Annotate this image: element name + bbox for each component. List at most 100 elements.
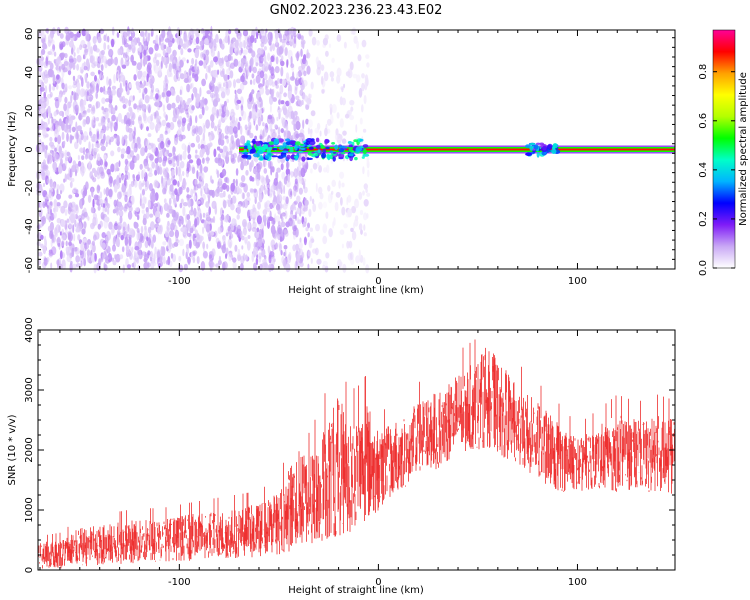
spectrogram-speckle [131, 141, 135, 150]
spectrogram-speckle [267, 52, 271, 62]
spectrogram-speckle [51, 183, 57, 190]
spectrogram-speckle [249, 175, 253, 182]
spectrogram-speckle [276, 78, 281, 85]
spectrogram-speckle [274, 123, 278, 129]
spectrogram-speckle [117, 112, 122, 123]
spectrogram-speckle [192, 72, 195, 79]
spectrogram-speckle [47, 51, 52, 55]
spectrogram-speckle [325, 123, 328, 132]
spectrogram-speckle [58, 225, 61, 233]
spectrogram-speckle [185, 251, 188, 259]
spectrogram-speckle [56, 26, 61, 37]
spectrogram-blob [353, 139, 358, 143]
spectrogram-speckle [322, 235, 328, 245]
spectrogram-speckle [271, 132, 277, 139]
spectrogram-speckle [360, 229, 363, 235]
spectrogram-speckle [52, 168, 57, 173]
spectrogram-speckle [128, 30, 131, 35]
spectrogram-speckle [310, 168, 313, 174]
spectrogram-speckle [178, 173, 183, 182]
spectrogram-speckle [256, 163, 261, 173]
spectrogram-blob [297, 150, 304, 153]
spectrogram-speckle [52, 161, 58, 171]
spectrogram-blob [338, 153, 345, 159]
spectrogram-speckle [103, 90, 108, 95]
spectrogram-speckle [308, 119, 313, 128]
spectrogram-blob [525, 152, 532, 157]
spectrogram-speckle [142, 196, 146, 206]
spectrogram-speckle [182, 248, 185, 257]
spectrogram-speckle [47, 33, 53, 44]
spectrogram-speckle [142, 31, 145, 40]
spectrogram-speckle [294, 86, 298, 95]
spectrogram-speckle [296, 207, 301, 215]
spectrogram-speckle [226, 68, 231, 75]
spectrogram-speckle [138, 116, 142, 121]
spectrogram-speckle [186, 194, 192, 199]
spectrogram-speckle [43, 128, 47, 136]
spectrogram-speckle [98, 122, 102, 127]
spectrogram-speckle [97, 205, 101, 211]
spectrogram-speckle [286, 34, 290, 42]
spectrogram-speckle [359, 209, 364, 216]
spectrogram-speckle [232, 115, 236, 123]
spectrogram-speckle [56, 184, 60, 191]
spectrogram-speckle [232, 126, 238, 134]
spectrogram-speckle [80, 132, 84, 141]
spectrogram-blob [315, 137, 320, 143]
spectrogram-axes: -100 0 100 -60 -40 -20 0 20 40 60 [24, 27, 676, 287]
spectrogram-blob [264, 154, 270, 159]
spectrogram-speckle [336, 112, 340, 119]
spectrogram-blob [359, 138, 364, 142]
spectrogram-blob [338, 148, 345, 153]
spectrogram-speckle [188, 68, 192, 77]
spectrogram-speckle [187, 48, 192, 53]
spectrogram-speckle [262, 214, 267, 224]
spectrogram-speckle [257, 116, 262, 127]
spectrogram-speckle [88, 103, 92, 109]
spectrogram-speckle [108, 139, 112, 146]
spectrogram-speckle [245, 254, 248, 261]
chart-title: GN02.2023.236.23.43.E02 [270, 3, 443, 18]
spectrogram-speckle [75, 121, 78, 131]
spectrogram-speckle [366, 62, 370, 68]
spectrogram-speckle [247, 121, 252, 131]
spectrogram-speckle [102, 253, 105, 260]
spectrogram-speckle [48, 192, 54, 201]
spectrogram-speckle [205, 29, 211, 35]
spectrogram-speckle [125, 244, 129, 253]
spectrogram-speckle [274, 66, 280, 74]
spectrogram-speckle [40, 108, 46, 114]
spectrogram-speckle [182, 100, 186, 110]
spectrogram-blob [272, 148, 278, 151]
spectrogram-speckle [306, 97, 312, 105]
spectrogram-speckle [350, 29, 356, 35]
spectrogram-speckle [100, 64, 104, 72]
spectrogram-speckle [166, 177, 171, 186]
spectrogram-speckle [240, 182, 246, 188]
spectrogram-speckle [175, 94, 181, 104]
spectrogram-speckle [240, 255, 245, 265]
spectrogram-speckle [300, 48, 303, 57]
spectrogram-speckle [194, 229, 199, 237]
spectrogram-speckle [148, 172, 153, 177]
spectrogram-speckle [319, 130, 322, 137]
spectrogram-speckle [277, 224, 282, 234]
spectrogram-speckle [50, 123, 54, 132]
spectrogram-speckle [291, 203, 295, 210]
spectrogram-speckle [272, 201, 277, 206]
spectrogram-speckle [45, 98, 49, 107]
spectrogram-speckle [123, 177, 127, 188]
spectrogram-speckle [218, 38, 223, 45]
spectrogram-speckle [101, 242, 106, 250]
spectrogram-speckle [275, 38, 279, 46]
spectrogram-speckle [166, 103, 172, 111]
spectrogram-ytick-label: -20 [24, 180, 35, 196]
spectrogram-speckle [141, 209, 145, 214]
spectrogram-speckle [173, 212, 179, 221]
spectrogram-speckle [76, 222, 80, 230]
spectrogram-speckle [90, 206, 95, 214]
spectrogram-speckle [274, 213, 277, 222]
spectrogram-speckle [188, 239, 192, 249]
